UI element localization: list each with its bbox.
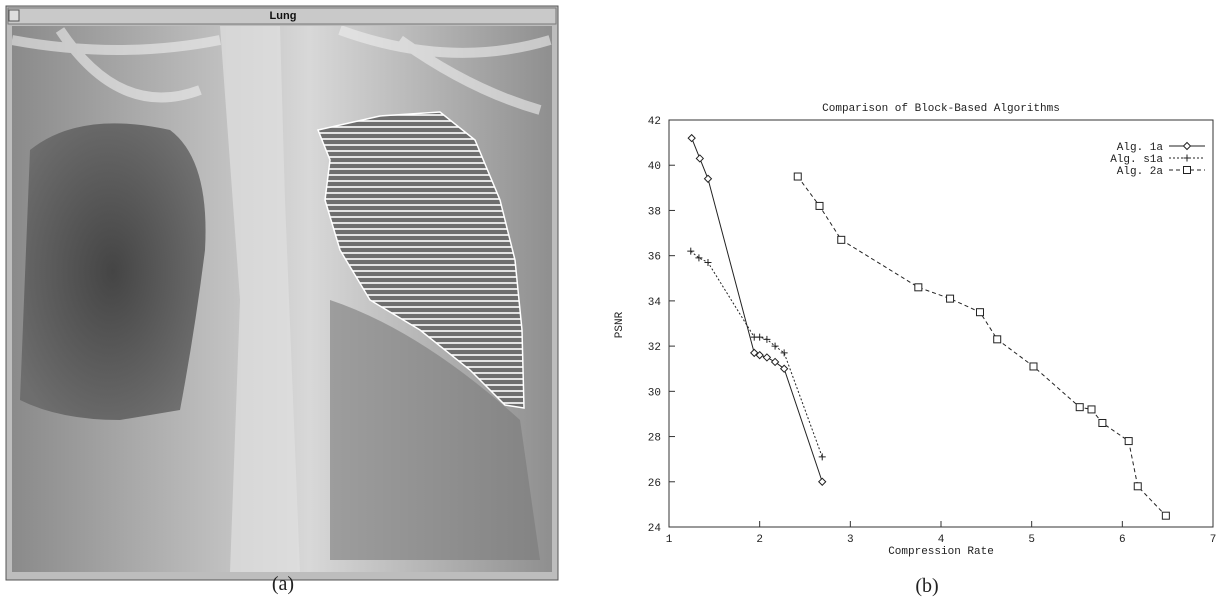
image-window: Lung [5, 5, 559, 581]
x-tick-label: 4 [938, 534, 945, 546]
y-tick-label: 38 [648, 206, 661, 218]
title-bar [7, 7, 557, 25]
y-tick-label: 30 [648, 387, 661, 399]
y-tick-label: 32 [648, 342, 661, 354]
marker [780, 349, 788, 357]
marker [1075, 403, 1084, 412]
marker [1124, 437, 1133, 446]
marker [704, 258, 712, 266]
legend-marker [1183, 166, 1191, 174]
marker [770, 357, 780, 367]
y-tick-label: 28 [648, 433, 661, 445]
caption: (a) [272, 573, 294, 595]
legend-label: Alg. s1a [1110, 154, 1163, 166]
window-title: Lung [270, 10, 297, 22]
y-tick-label: 36 [648, 252, 661, 264]
y-tick-label: 34 [648, 297, 662, 309]
marker [695, 254, 703, 262]
x-axis-label: Compression Rate [888, 546, 994, 558]
marker [793, 172, 802, 181]
x-tick-label: 1 [666, 534, 673, 546]
marker [1029, 362, 1038, 371]
series-line [691, 137, 823, 482]
window-menu-button[interactable] [8, 9, 20, 22]
marker [755, 350, 764, 360]
caption: (b) [915, 575, 938, 597]
marker [818, 453, 826, 461]
marker [762, 353, 772, 362]
marker [695, 154, 705, 163]
lung-image [12, 26, 552, 572]
y-tick-label: 24 [648, 523, 662, 535]
x-tick-label: 7 [1210, 534, 1217, 546]
marker [771, 342, 779, 350]
y-tick-label: 26 [648, 478, 661, 490]
y-axis-label: PSNR [614, 311, 626, 338]
marker [1087, 405, 1096, 414]
marker [993, 335, 1002, 344]
marker [837, 235, 846, 244]
series-line [797, 176, 1167, 517]
x-tick-label: 3 [847, 534, 854, 546]
y-tick-label: 40 [648, 161, 661, 173]
y-tick-label: 42 [648, 116, 661, 128]
marker [756, 333, 764, 341]
x-tick-label: 6 [1119, 534, 1126, 546]
marker [779, 364, 789, 373]
marker [815, 201, 824, 210]
marker [914, 283, 923, 292]
plot-frame [668, 119, 1214, 528]
marker [1133, 482, 1142, 491]
x-tick-label: 5 [1028, 534, 1035, 546]
x-tick-label: 2 [756, 534, 763, 546]
marker [763, 335, 771, 343]
marker [703, 174, 713, 183]
marker [687, 247, 695, 255]
legend-label: Alg. 1a [1117, 142, 1164, 154]
legend-label: Alg. 2a [1117, 166, 1164, 178]
legend-marker [1183, 154, 1191, 162]
legend-marker [1182, 141, 1192, 151]
chart-title: Comparison of Block-Based Algorithms [822, 103, 1060, 115]
marker [946, 294, 955, 303]
marker [975, 308, 984, 317]
marker [818, 477, 827, 486]
marker [687, 133, 696, 143]
marker [1098, 418, 1107, 427]
marker [1161, 511, 1170, 520]
